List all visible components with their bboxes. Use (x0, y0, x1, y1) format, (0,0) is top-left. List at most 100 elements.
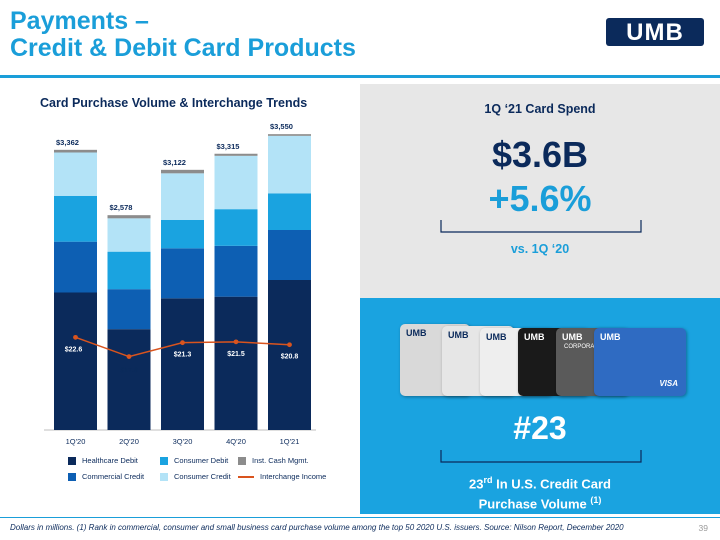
card-brand-text: UMB (562, 332, 583, 342)
chart-title: Card Purchase Volume & Interchange Trend… (40, 96, 308, 110)
bar-segment (268, 134, 311, 136)
logo-text: UMB (626, 19, 684, 46)
rank-bracket (440, 450, 642, 463)
footnote-ref: (1) (590, 495, 602, 506)
rank-value: #23 (513, 410, 567, 446)
comparison-label: vs. 1Q ‘20 (510, 242, 570, 256)
interchange-point (233, 339, 239, 345)
card-spend-value: $3.6B (491, 134, 589, 175)
ranking-panel: UMB UMB UMB UMB UMB CORPORA UMB VISA #23 23rd I… (360, 298, 720, 514)
bar-segment (54, 149, 97, 153)
legend-item: Healthcare Debit (68, 456, 138, 465)
footer-divider (0, 517, 720, 518)
bar-segment (161, 169, 204, 174)
bar-segment (161, 248, 204, 299)
bar-segment (268, 135, 311, 194)
page-number: 39 (698, 523, 708, 533)
interchange-point (73, 334, 78, 340)
x-tick-label: 2Q'20 (119, 437, 139, 446)
bar-segment (214, 245, 258, 297)
interchange-point (287, 342, 292, 348)
card-brand-text: UMB (406, 328, 427, 338)
bar-segment (54, 241, 97, 293)
legend-label: Consumer Debit (174, 456, 229, 465)
visa-logo: VISA (659, 379, 678, 388)
interchange-label: $20.8 (281, 354, 299, 361)
bar-segment (107, 215, 151, 219)
rank-suffix: rd (483, 475, 493, 485)
bar-segment (214, 209, 258, 246)
card-brand-text: UMB (600, 332, 621, 342)
footnote: Dollars in millions. (1) Rank in commerc… (10, 523, 624, 532)
rank-description-line-1: 23rd In U.S. Credit Card (360, 472, 720, 492)
x-tick-label: 4Q'20 (226, 437, 246, 446)
title-line-1: Payments – (10, 7, 149, 35)
bar-segment (54, 152, 97, 196)
legend-item: Consumer Debit (160, 456, 228, 465)
card-brand-text: UMB (486, 332, 507, 342)
legend-item: Inst. Cash Mgmt. (238, 456, 309, 465)
card-spend-panel: 1Q ‘21 Card Spend $3.6B +5.6% vs. 1Q ‘20 (360, 84, 720, 298)
card-images: UMB UMB UMB UMB UMB CORPORA UMB VISA (360, 298, 720, 408)
bar-segment (268, 193, 311, 230)
spend-bracket (440, 220, 642, 233)
legend-swatch (68, 456, 76, 465)
interchange-label: $17.9 (120, 368, 138, 375)
umb-logo: UMB (606, 18, 704, 46)
title-line-2: Credit & Debit Card Products (10, 34, 356, 62)
bar-segment (54, 292, 97, 430)
legend-swatch (238, 456, 246, 465)
card-brand-text: UMB (448, 330, 469, 340)
legend-swatch (160, 472, 168, 481)
x-tick-label: 3Q'20 (173, 437, 193, 446)
bar-segment (107, 218, 151, 252)
bar-segment (268, 230, 311, 280)
interchange-label: $21.5 (227, 351, 245, 358)
bar-segment (161, 298, 204, 430)
interchange-label: $21.3 (174, 352, 192, 359)
bar-segment (161, 173, 204, 220)
interchange-point (180, 340, 185, 346)
header-divider (0, 75, 720, 78)
rank-description: 23rd In U.S. Credit Card Purchase Volume… (360, 472, 720, 513)
bar-total-label: $3,362 (56, 138, 79, 147)
bar-segment (107, 251, 151, 290)
bar-segment (107, 289, 151, 330)
bar-segment (268, 280, 311, 430)
legend-label: Consumer Credit (174, 472, 231, 481)
rank-desc-rest: In U.S. Credit Card (492, 476, 611, 492)
card-brand-text: UMB (524, 332, 545, 342)
rank-desc-line2: Purchase Volume (478, 496, 591, 512)
bar-segment (214, 155, 258, 210)
bar-segment (214, 296, 258, 430)
bar-segment (107, 329, 151, 430)
legend-item: Interchange Income (238, 472, 326, 481)
x-tick-label: 1Q'20 (66, 437, 86, 446)
legend-line-swatch (238, 475, 254, 478)
bar-total-label: $3,315 (217, 142, 240, 151)
card-spend-label: 1Q ‘21 Card Spend (484, 102, 596, 116)
legend-swatch (68, 472, 76, 481)
legend-label: Inst. Cash Mgmt. (252, 456, 309, 465)
legend-swatch (160, 456, 168, 465)
legend-label: Interchange Income (260, 472, 327, 481)
x-tick-label: 1Q'21 (280, 437, 300, 446)
bar-segment (161, 220, 204, 249)
legend-label: Commercial Credit (82, 472, 145, 481)
rank-description-line-2: Purchase Volume (1) (360, 492, 720, 512)
volume-chart: $3,362 1Q'20 $2,578 2Q'20 $3,122 3Q'20 $3,315 4… (44, 122, 316, 446)
bar-segment (54, 195, 97, 242)
legend-item: Consumer Credit (160, 472, 231, 481)
page-title: Payments – Credit & Debit Card Products (10, 8, 356, 62)
bar-total-label: $3,122 (163, 158, 186, 167)
bar-total-label: $2,578 (110, 203, 133, 212)
interchange-label: $22.6 (65, 346, 83, 353)
bar-segment (214, 153, 258, 156)
card-corporate-text: CORPORA (564, 344, 595, 350)
card-spend-change: +5.6% (488, 178, 592, 219)
credit-card-image: UMB VISA (594, 328, 686, 396)
bar-total-label: $3,550 (270, 122, 293, 131)
legend-label: Healthcare Debit (82, 456, 138, 465)
interchange-point (126, 354, 132, 360)
legend-item: Commercial Credit (68, 472, 144, 481)
